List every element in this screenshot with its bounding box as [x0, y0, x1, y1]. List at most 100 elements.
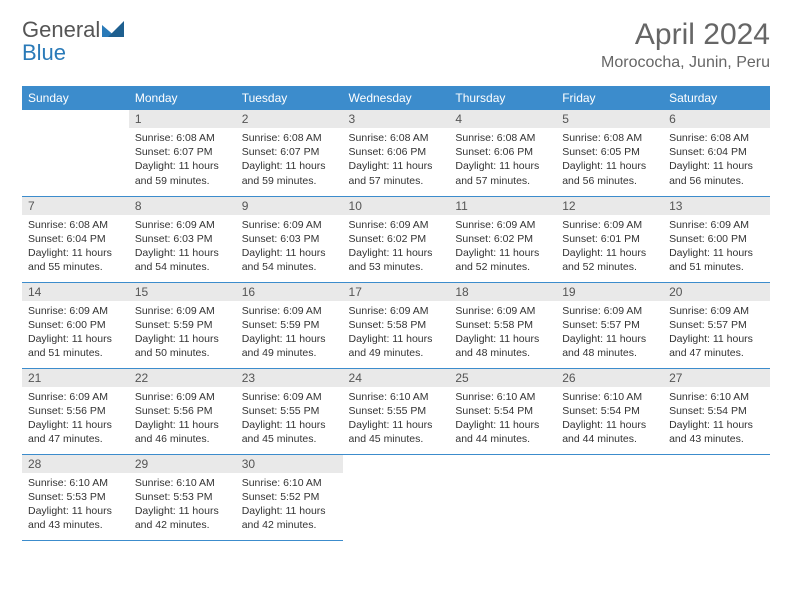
sunrise-line: Sunrise: 6:10 AM: [455, 390, 550, 404]
sunrise-line: Sunrise: 6:08 AM: [28, 218, 123, 232]
sunset-line: Sunset: 5:52 PM: [242, 490, 337, 504]
day-body: Sunrise: 6:09 AMSunset: 6:03 PMDaylight:…: [236, 215, 343, 279]
daylight-line: Daylight: 11 hours and 51 minutes.: [669, 246, 764, 274]
day-cell: 13Sunrise: 6:09 AMSunset: 6:00 PMDayligh…: [663, 196, 770, 282]
day-body: Sunrise: 6:09 AMSunset: 6:01 PMDaylight:…: [556, 215, 663, 279]
sunset-line: Sunset: 6:01 PM: [562, 232, 657, 246]
day-number: 3: [343, 110, 450, 128]
daylight-line: Daylight: 11 hours and 42 minutes.: [135, 504, 230, 532]
day-body: Sunrise: 6:09 AMSunset: 5:57 PMDaylight:…: [556, 301, 663, 365]
sunset-line: Sunset: 6:03 PM: [242, 232, 337, 246]
day-number: 20: [663, 283, 770, 301]
sunrise-line: Sunrise: 6:09 AM: [242, 390, 337, 404]
sunrise-line: Sunrise: 6:10 AM: [349, 390, 444, 404]
sunrise-line: Sunrise: 6:08 AM: [135, 131, 230, 145]
sunset-line: Sunset: 6:05 PM: [562, 145, 657, 159]
sunset-line: Sunset: 5:55 PM: [242, 404, 337, 418]
day-number: 16: [236, 283, 343, 301]
sunset-line: Sunset: 5:56 PM: [135, 404, 230, 418]
day-cell: 15Sunrise: 6:09 AMSunset: 5:59 PMDayligh…: [129, 282, 236, 368]
daylight-line: Daylight: 11 hours and 55 minutes.: [28, 246, 123, 274]
sunrise-line: Sunrise: 6:09 AM: [562, 218, 657, 232]
weekday-header: Monday: [129, 86, 236, 110]
day-body: Sunrise: 6:08 AMSunset: 6:04 PMDaylight:…: [663, 128, 770, 192]
sunset-line: Sunset: 5:53 PM: [135, 490, 230, 504]
empty-cell: [556, 454, 663, 540]
brand-mark-icon: [102, 21, 124, 37]
brand-part2: Blue: [22, 40, 66, 65]
sunset-line: Sunset: 5:53 PM: [28, 490, 123, 504]
sunrise-line: Sunrise: 6:09 AM: [135, 304, 230, 318]
brand-part1: General: [22, 17, 100, 42]
sunset-line: Sunset: 5:54 PM: [562, 404, 657, 418]
day-number: 21: [22, 369, 129, 387]
day-number: 18: [449, 283, 556, 301]
day-number: 23: [236, 369, 343, 387]
daylight-line: Daylight: 11 hours and 42 minutes.: [242, 504, 337, 532]
sunset-line: Sunset: 5:54 PM: [669, 404, 764, 418]
daylight-line: Daylight: 11 hours and 43 minutes.: [669, 418, 764, 446]
day-body: Sunrise: 6:09 AMSunset: 5:58 PMDaylight:…: [449, 301, 556, 365]
daylight-line: Daylight: 11 hours and 44 minutes.: [562, 418, 657, 446]
day-number: 11: [449, 197, 556, 215]
sunrise-line: Sunrise: 6:08 AM: [669, 131, 764, 145]
day-number: 29: [129, 455, 236, 473]
day-body: Sunrise: 6:10 AMSunset: 5:54 PMDaylight:…: [449, 387, 556, 451]
day-number: 7: [22, 197, 129, 215]
day-number: 4: [449, 110, 556, 128]
day-number: 13: [663, 197, 770, 215]
day-cell: 24Sunrise: 6:10 AMSunset: 5:55 PMDayligh…: [343, 368, 450, 454]
day-body: Sunrise: 6:10 AMSunset: 5:54 PMDaylight:…: [663, 387, 770, 451]
calendar-row: 14Sunrise: 6:09 AMSunset: 6:00 PMDayligh…: [22, 282, 770, 368]
day-number: 28: [22, 455, 129, 473]
day-cell: 1Sunrise: 6:08 AMSunset: 6:07 PMDaylight…: [129, 110, 236, 196]
day-cell: 17Sunrise: 6:09 AMSunset: 5:58 PMDayligh…: [343, 282, 450, 368]
day-body: Sunrise: 6:09 AMSunset: 5:55 PMDaylight:…: [236, 387, 343, 451]
daylight-line: Daylight: 11 hours and 59 minutes.: [242, 159, 337, 187]
sunset-line: Sunset: 6:06 PM: [455, 145, 550, 159]
calendar-body: 1Sunrise: 6:08 AMSunset: 6:07 PMDaylight…: [22, 110, 770, 540]
sunrise-line: Sunrise: 6:08 AM: [242, 131, 337, 145]
day-number: 10: [343, 197, 450, 215]
sunset-line: Sunset: 5:54 PM: [455, 404, 550, 418]
day-body: Sunrise: 6:09 AMSunset: 5:59 PMDaylight:…: [129, 301, 236, 365]
day-body: Sunrise: 6:09 AMSunset: 6:02 PMDaylight:…: [449, 215, 556, 279]
sunrise-line: Sunrise: 6:09 AM: [242, 304, 337, 318]
title-block: April 2024 Morococha, Junin, Peru: [601, 18, 770, 72]
weekday-header: Wednesday: [343, 86, 450, 110]
day-cell: 22Sunrise: 6:09 AMSunset: 5:56 PMDayligh…: [129, 368, 236, 454]
weekday-header: Saturday: [663, 86, 770, 110]
day-cell: 6Sunrise: 6:08 AMSunset: 6:04 PMDaylight…: [663, 110, 770, 196]
sunset-line: Sunset: 5:58 PM: [349, 318, 444, 332]
day-number: 14: [22, 283, 129, 301]
sunrise-line: Sunrise: 6:09 AM: [28, 304, 123, 318]
day-body: Sunrise: 6:10 AMSunset: 5:53 PMDaylight:…: [22, 473, 129, 537]
sunrise-line: Sunrise: 6:09 AM: [135, 390, 230, 404]
sunrise-line: Sunrise: 6:09 AM: [242, 218, 337, 232]
daylight-line: Daylight: 11 hours and 52 minutes.: [562, 246, 657, 274]
daylight-line: Daylight: 11 hours and 43 minutes.: [28, 504, 123, 532]
day-cell: 30Sunrise: 6:10 AMSunset: 5:52 PMDayligh…: [236, 454, 343, 540]
day-cell: 8Sunrise: 6:09 AMSunset: 6:03 PMDaylight…: [129, 196, 236, 282]
day-cell: 5Sunrise: 6:08 AMSunset: 6:05 PMDaylight…: [556, 110, 663, 196]
sunrise-line: Sunrise: 6:09 AM: [669, 218, 764, 232]
day-body: Sunrise: 6:08 AMSunset: 6:04 PMDaylight:…: [22, 215, 129, 279]
weekday-header-row: Sunday Monday Tuesday Wednesday Thursday…: [22, 86, 770, 110]
daylight-line: Daylight: 11 hours and 54 minutes.: [242, 246, 337, 274]
empty-cell: [22, 110, 129, 196]
daylight-line: Daylight: 11 hours and 59 minutes.: [135, 159, 230, 187]
daylight-line: Daylight: 11 hours and 57 minutes.: [455, 159, 550, 187]
day-body: Sunrise: 6:08 AMSunset: 6:07 PMDaylight:…: [129, 128, 236, 192]
day-cell: 26Sunrise: 6:10 AMSunset: 5:54 PMDayligh…: [556, 368, 663, 454]
day-cell: 11Sunrise: 6:09 AMSunset: 6:02 PMDayligh…: [449, 196, 556, 282]
day-number: 12: [556, 197, 663, 215]
daylight-line: Daylight: 11 hours and 46 minutes.: [135, 418, 230, 446]
day-body: Sunrise: 6:09 AMSunset: 5:56 PMDaylight:…: [22, 387, 129, 451]
sunrise-line: Sunrise: 6:08 AM: [349, 131, 444, 145]
sunset-line: Sunset: 6:04 PM: [669, 145, 764, 159]
day-body: Sunrise: 6:09 AMSunset: 5:57 PMDaylight:…: [663, 301, 770, 365]
sunrise-line: Sunrise: 6:09 AM: [669, 304, 764, 318]
day-body: Sunrise: 6:09 AMSunset: 5:56 PMDaylight:…: [129, 387, 236, 451]
daylight-line: Daylight: 11 hours and 50 minutes.: [135, 332, 230, 360]
day-body: Sunrise: 6:10 AMSunset: 5:54 PMDaylight:…: [556, 387, 663, 451]
